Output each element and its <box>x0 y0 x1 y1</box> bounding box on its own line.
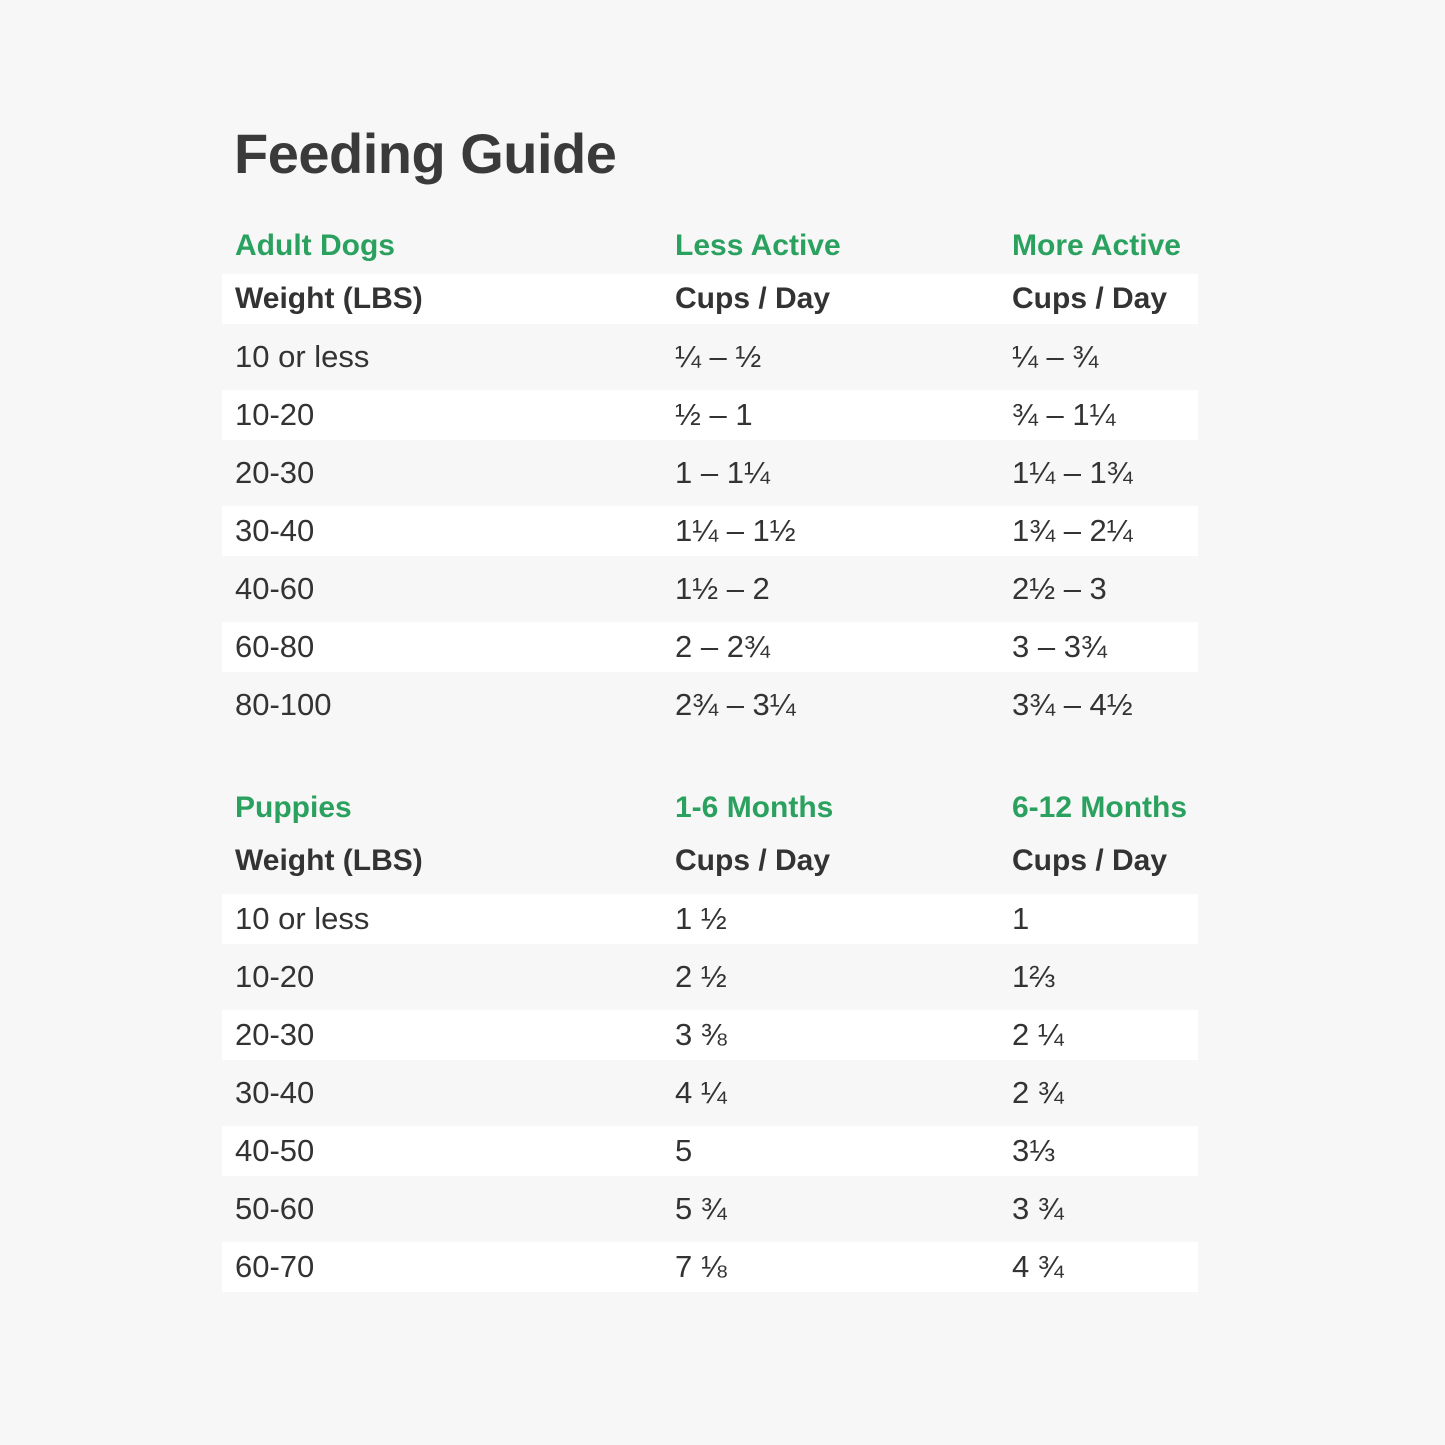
puppy-table-rows: 10 or less 1 ½ 1 10-20 2 ½ 1⅔ 20-30 3 ⅜ 2 ¼ 30-40… <box>222 890 1198 1296</box>
adult-cups-day-header-1: Cups / Day <box>675 282 831 315</box>
cups-per-day-cell: 4 ¼ <box>675 1075 727 1110</box>
adult-section-header-row: Adult Dogs Less Active More Active <box>222 222 1198 270</box>
cups-per-day-cell: 1⅔ <box>1012 959 1056 994</box>
table-row: 60-70 7 ⅛ 4 ¾ <box>222 1238 1198 1296</box>
adult-more-active-label: More Active <box>1012 229 1181 262</box>
table-row: 30-40 1¼ – 1½ 1¾ – 2¼ <box>222 502 1198 560</box>
puppy-cups-day-header-2: Cups / Day <box>1012 844 1168 877</box>
cups-per-day-cell: 1 ½ <box>675 901 727 936</box>
table-row: 40-60 1½ – 2 2½ – 3 <box>222 560 1198 618</box>
cups-per-day-cell: 2 ¾ <box>1012 1075 1064 1110</box>
cups-per-day-cell: 7 ⅛ <box>675 1249 727 1284</box>
puppy-1-6-months-label: 1-6 Months <box>675 791 834 824</box>
weight-cell: 10-20 <box>235 959 315 994</box>
adult-less-active-label: Less Active <box>675 229 841 262</box>
cups-per-day-cell: 1¼ – 1½ <box>675 513 796 548</box>
cups-per-day-cell: 1¼ – 1¾ <box>1012 455 1133 490</box>
weight-cell: 20-30 <box>235 1017 315 1052</box>
weight-cell: 50-60 <box>235 1191 315 1226</box>
page-title: Feeding Guide <box>234 122 617 185</box>
weight-cell: 20-30 <box>235 455 315 490</box>
cups-per-day-cell: 5 <box>675 1133 693 1168</box>
adult-dogs-table: Adult Dogs Less Active More Active Weigh… <box>222 222 1198 734</box>
weight-cell: 10 or less <box>235 901 370 936</box>
puppy-6-12-months-label: 6-12 Months <box>1012 791 1188 824</box>
cups-per-day-cell: 3¾ – 4½ <box>1012 687 1133 722</box>
weight-cell: 10 or less <box>235 339 370 374</box>
cups-per-day-cell: 2 ½ <box>675 959 727 994</box>
cups-per-day-cell: 2¾ – 3¼ <box>675 687 796 722</box>
table-row: 10 or less 1 ½ 1 <box>222 890 1198 948</box>
puppy-column-header-row: Weight (LBS) Cups / Day Cups / Day <box>222 832 1198 890</box>
cups-per-day-cell: 4 ¾ <box>1012 1249 1064 1284</box>
table-row: 20-30 1 – 1¼ 1¼ – 1¾ <box>222 444 1198 502</box>
weight-cell: 60-70 <box>235 1249 315 1284</box>
table-row: 30-40 4 ¼ 2 ¾ <box>222 1064 1198 1122</box>
puppies-table: Puppies 1-6 Months 6-12 Months Weight (L… <box>222 784 1198 1296</box>
weight-cell: 10-20 <box>235 397 315 432</box>
cups-per-day-cell: 3 ¾ <box>1012 1191 1064 1226</box>
weight-cell: 60-80 <box>235 629 315 664</box>
table-row: 20-30 3 ⅜ 2 ¼ <box>222 1006 1198 1064</box>
weight-cell: 80-100 <box>235 687 332 722</box>
cups-per-day-cell: ¾ – 1¼ <box>1012 397 1116 432</box>
cups-per-day-cell: ¼ – ½ <box>675 339 762 374</box>
puppy-section-header-row: Puppies 1-6 Months 6-12 Months <box>222 784 1198 832</box>
puppy-weight-header: Weight (LBS) <box>235 844 423 877</box>
cups-per-day-cell: 3 – 3¾ <box>1012 629 1107 664</box>
cups-per-day-cell: 5 ¾ <box>675 1191 727 1226</box>
table-row: 10-20 2 ½ 1⅔ <box>222 948 1198 1006</box>
table-row: 60-80 2 – 2¾ 3 – 3¾ <box>222 618 1198 676</box>
puppy-section-title: Puppies <box>235 791 352 824</box>
adult-table-rows: 10 or less ¼ – ½ ¼ – ¾ 10-20 ½ – 1 ¾ – 1¼ 20-3… <box>222 328 1198 734</box>
weight-cell: 30-40 <box>235 1075 315 1110</box>
adult-weight-header: Weight (LBS) <box>235 282 423 315</box>
feeding-guide: Feeding Guide Adult Dogs Less Active Mor… <box>222 122 1198 1296</box>
adult-column-header-row: Weight (LBS) Cups / Day Cups / Day <box>222 270 1198 328</box>
table-row: 10-20 ½ – 1 ¾ – 1¼ <box>222 386 1198 444</box>
cups-per-day-cell: 1 <box>1012 901 1030 936</box>
weight-cell: 40-50 <box>235 1133 315 1168</box>
cups-per-day-cell: ½ – 1 <box>675 397 753 432</box>
cups-per-day-cell: 2 – 2¾ <box>675 629 770 664</box>
cups-per-day-cell: 1½ – 2 <box>675 571 770 606</box>
cups-per-day-cell: 3 ⅜ <box>675 1017 727 1052</box>
table-row: 50-60 5 ¾ 3 ¾ <box>222 1180 1198 1238</box>
table-row: 80-100 2¾ – 3¼ 3¾ – 4½ <box>222 676 1198 734</box>
adult-cups-day-header-2: Cups / Day <box>1012 282 1168 315</box>
cups-per-day-cell: 2½ – 3 <box>1012 571 1107 606</box>
cups-per-day-cell: 1¾ – 2¼ <box>1012 513 1133 548</box>
cups-per-day-cell: ¼ – ¾ <box>1012 339 1099 374</box>
weight-cell: 40-60 <box>235 571 315 606</box>
cups-per-day-cell: 2 ¼ <box>1012 1017 1064 1052</box>
weight-cell: 30-40 <box>235 513 315 548</box>
table-row: 40-50 5 3⅓ <box>222 1122 1198 1180</box>
puppy-cups-day-header-1: Cups / Day <box>675 844 831 877</box>
adult-section-title: Adult Dogs <box>235 229 395 262</box>
cups-per-day-cell: 1 – 1¼ <box>675 455 770 490</box>
cups-per-day-cell: 3⅓ <box>1012 1133 1056 1168</box>
table-row: 10 or less ¼ – ½ ¼ – ¾ <box>222 328 1198 386</box>
